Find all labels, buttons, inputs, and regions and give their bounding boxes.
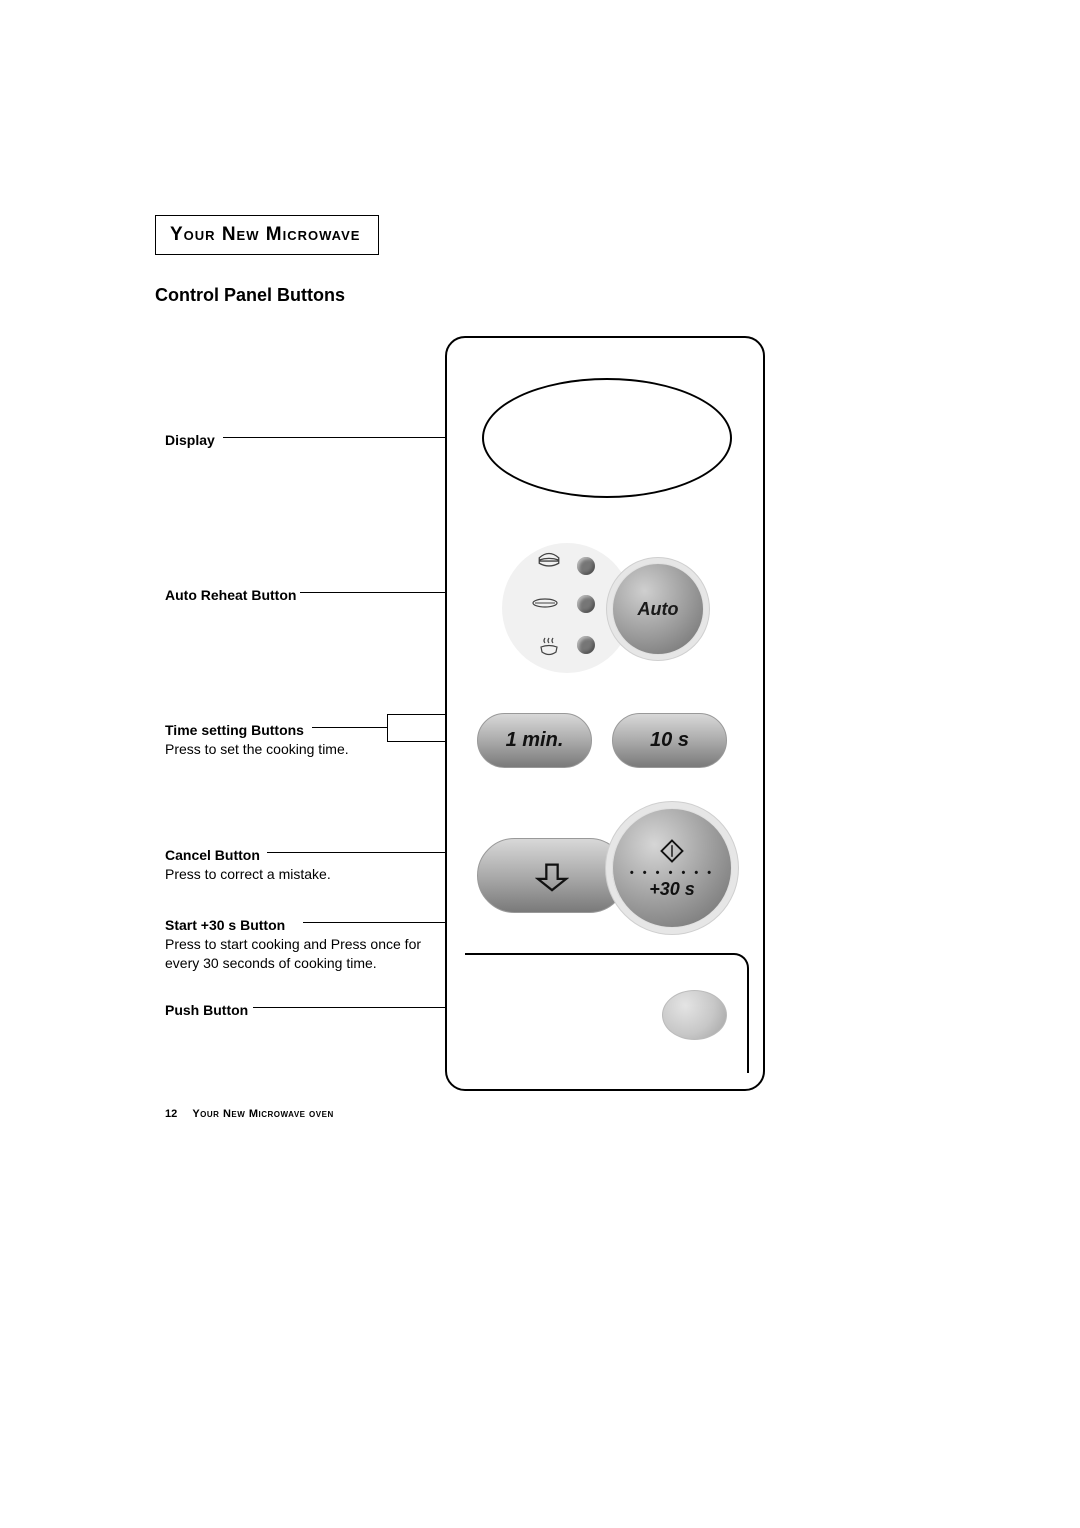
label-desc: Press to set the cooking time. [165,741,349,757]
time-10s-button[interactable]: 10 s [612,713,727,768]
label-title: Display [165,432,215,448]
indicator-dot [577,636,595,654]
time-1min-button[interactable]: 1 min. [477,713,592,768]
auto-button-label: Auto [638,599,679,620]
subtitle: Control Panel Buttons [155,285,925,306]
display-window [482,378,732,498]
label-push: Push Button [165,1001,248,1020]
control-panel: Auto 1 min. 10 s • • • • • • • +30 s [445,336,765,1091]
button-label: 1 min. [506,729,564,752]
indicator-dot [577,595,595,613]
cancel-button[interactable] [477,838,627,913]
leader-line [223,437,478,438]
leader-line [312,727,387,728]
indicator-dot [577,557,595,575]
label-display: Display [165,431,215,450]
label-title: Auto Reheat Button [165,587,296,603]
burger-icon [534,551,564,574]
start-30s-button[interactable]: • • • • • • • +30 s [612,808,732,928]
door-push-button[interactable] [662,990,727,1040]
button-label: 10 s [650,729,689,752]
page-footer: 12 Your New Microwave oven [165,1108,334,1120]
diagram-area: Display Auto Reheat Button Time setting … [155,336,925,1096]
page: Your New Microwave Control Panel Buttons… [155,215,925,1096]
leader-line [387,714,388,742]
footer-text: Your New Microwave oven [192,1108,333,1120]
label-desc: Press to start cooking and Press once fo… [165,936,421,971]
hotdog-icon [530,593,560,614]
label-title: Time setting Buttons [165,722,304,738]
label-auto-reheat: Auto Reheat Button [165,586,296,605]
label-title: Push Button [165,1002,248,1018]
section-header: Your New Microwave [155,215,379,255]
start-dots: • • • • • • • [630,867,714,879]
push-panel-area [465,953,749,1073]
page-number: 12 [165,1108,177,1120]
cancel-icon [535,859,569,893]
start-label: +30 s [649,879,695,900]
label-title: Cancel Button [165,847,260,863]
auto-button[interactable]: Auto [612,563,704,655]
label-start30: Start +30 s Button Press to start cookin… [165,916,445,973]
label-title: Start +30 s Button [165,917,285,933]
bowl-icon [534,635,564,664]
label-desc: Press to correct a mistake. [165,866,331,882]
start-diamond-icon [658,837,686,865]
